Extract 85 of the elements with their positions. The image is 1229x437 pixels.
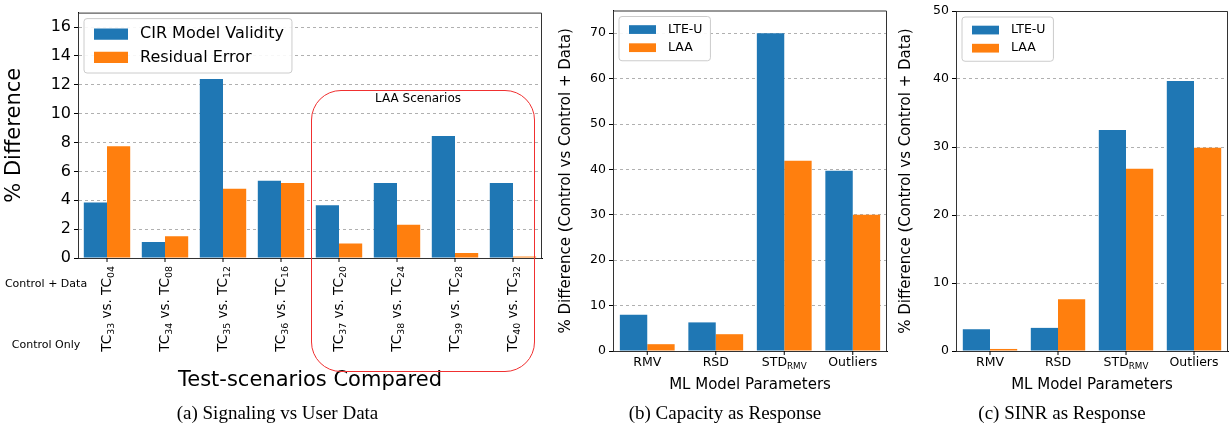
- y-tick-label: 40: [933, 70, 950, 86]
- bar: [165, 236, 189, 258]
- bar: [962, 329, 990, 351]
- bar: [1194, 147, 1222, 351]
- y-axis-title: % Difference (Control vs Control + Data): [895, 28, 914, 334]
- y-tick-label: 14: [50, 45, 71, 65]
- bar: [83, 202, 107, 258]
- bar: [852, 214, 881, 351]
- text: (a) Signaling vs User Data: [175, 402, 380, 424]
- y-tick-label: 50: [933, 2, 950, 18]
- bar: [1126, 168, 1154, 351]
- y-tick-label: 10: [933, 274, 950, 290]
- bar: [281, 182, 305, 258]
- y-tick-label: 60: [590, 69, 607, 85]
- x-axis-title: ML Model Parameters: [1011, 374, 1174, 393]
- x-tick-label: TC35 vs. TC12: [213, 265, 232, 353]
- bar: [223, 188, 247, 258]
- y-tick-label: 10: [590, 296, 607, 312]
- text: Control + Data: [4, 276, 88, 290]
- y-tick-label: 30: [590, 206, 607, 222]
- bar: [647, 344, 675, 351]
- y-tick-label: 0: [60, 247, 71, 267]
- x-axis-title: ML Model Parameters: [669, 374, 832, 393]
- x-tick-label: Outliers: [1169, 354, 1219, 370]
- bar: [199, 79, 223, 258]
- x-tick-label: RSD: [702, 354, 729, 370]
- x-tick-label: RMV: [633, 354, 662, 370]
- bar: [1058, 299, 1086, 351]
- legend-label: LTE-U: [1011, 21, 1046, 37]
- bar: [315, 205, 339, 258]
- bar: [141, 242, 165, 258]
- bar: [756, 33, 785, 351]
- bar: [1098, 130, 1126, 351]
- bar: [397, 224, 421, 258]
- text: (b) Capacity as Response: [627, 402, 823, 424]
- y-tick-label: 40: [590, 160, 607, 176]
- y-axis-title: % Difference: [1, 67, 26, 203]
- x-tick-label: TC36 vs. TC16: [271, 265, 290, 353]
- bar: [715, 334, 744, 351]
- bar: [455, 252, 479, 258]
- bar: [373, 182, 397, 258]
- bar: [489, 182, 513, 258]
- bar: [339, 243, 363, 258]
- legend-label: LAA: [1011, 39, 1037, 55]
- y-tick-label: 2: [60, 218, 71, 238]
- bar: [619, 314, 648, 351]
- y-tick-label: 4: [60, 189, 71, 209]
- legend-label: Residual Error: [140, 46, 253, 66]
- y-axis-title: % Difference (Control vs Control + Data): [555, 28, 574, 334]
- bar: [257, 180, 281, 258]
- x-tick-label: TC34 vs. TC08: [155, 265, 174, 353]
- y-tick-label: 0: [598, 342, 607, 358]
- bar: [1166, 81, 1194, 351]
- x-tick-label: TC39 vs. TC28: [445, 265, 464, 353]
- y-tick-label: 30: [933, 138, 950, 154]
- x-tick-label: Outliers: [828, 354, 878, 370]
- y-tick-label: 6: [60, 160, 71, 180]
- bar: [107, 146, 131, 258]
- text: Control Only: [11, 337, 81, 351]
- bar: [1030, 327, 1058, 351]
- y-tick-label: 0: [941, 342, 950, 358]
- x-tick-label: RMV: [975, 354, 1005, 370]
- y-tick-label: 20: [590, 251, 607, 267]
- x-tick-label: RSD: [1044, 354, 1072, 370]
- x-axis-title: Test-scenarios Compared: [176, 367, 443, 392]
- y-tick-label: 16: [50, 16, 71, 36]
- y-tick-label: 8: [60, 131, 71, 151]
- y-tick-label: 20: [933, 206, 950, 222]
- annotation: LAA Scenarios: [375, 91, 461, 106]
- bar: [431, 136, 455, 258]
- bar: [825, 170, 853, 351]
- x-tick-label: TC37 vs. TC20: [329, 265, 348, 353]
- legend-label: CIR Model Validity: [140, 23, 284, 43]
- y-tick-label: 10: [50, 102, 71, 122]
- legend-label: LAA: [668, 38, 694, 54]
- x-tick-label: TC40 vs. TC32: [503, 265, 522, 353]
- y-tick-label: 12: [50, 73, 71, 93]
- x-tick-label: TC38 vs. TC24: [387, 265, 406, 353]
- text: (c) SINR as Response: [977, 402, 1147, 424]
- y-tick-label: 70: [590, 24, 607, 40]
- bar: [784, 160, 812, 351]
- x-tick-label: TC33 vs. TC04: [97, 265, 116, 353]
- legend-label: LTE-U: [668, 20, 703, 36]
- bar: [688, 322, 716, 351]
- y-tick-label: 50: [590, 115, 607, 131]
